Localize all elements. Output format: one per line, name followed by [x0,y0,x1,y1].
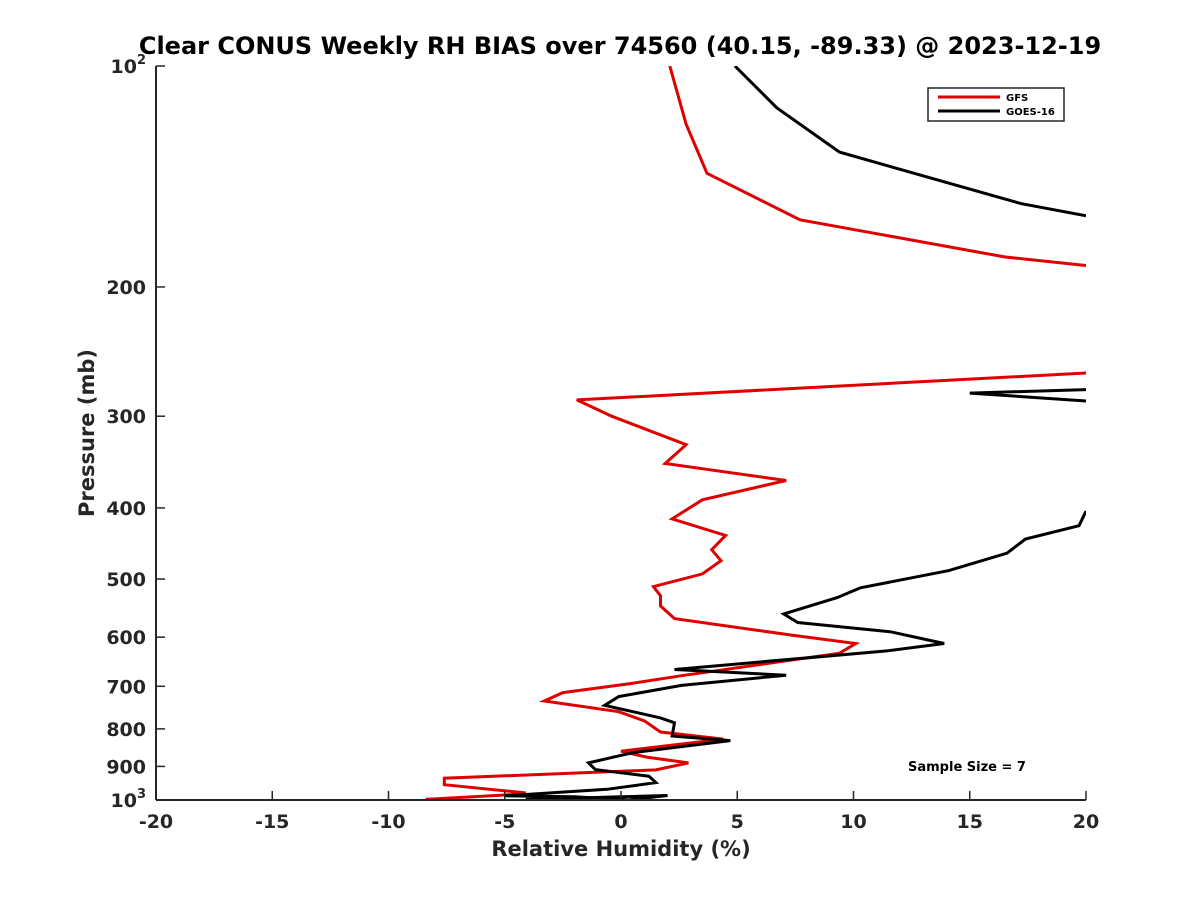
x-tick-label: 10 [840,811,866,833]
x-tick-label: -10 [371,811,405,833]
y-tick-label: 600 [106,627,146,649]
legend: GFS GOES-16 [927,87,1065,122]
y-tick-base: 500 [106,569,146,591]
y-tick-base: 800 [106,719,146,741]
y-tick-base: 700 [106,676,146,698]
axes [155,66,1086,801]
legend-label-gfs: GFS [1006,93,1028,104]
x-tick-label: -5 [494,811,515,833]
y-tick-base: 600 [106,627,146,649]
series-line-goes16 [504,66,1086,800]
y-axis-label: Pressure (mb) [75,349,99,517]
y-tick-label: 900 [106,756,146,778]
y-tick-base: 400 [106,498,146,520]
x-tick-label: 5 [731,811,744,833]
y-tick-base: 200 [106,277,146,299]
y-tick-label: 500 [106,569,146,591]
y-tick-label: 103 [111,787,147,812]
y-tick-exponent: 2 [137,53,146,68]
x-tick-label: 0 [614,811,627,833]
legend-label-goes16: GOES-16 [1006,107,1055,118]
series-layer [425,66,1086,800]
y-tick-label: 400 [106,498,146,520]
y-tick-exponent: 3 [137,787,146,802]
y-tick-base: 300 [106,406,146,428]
x-tick-label: 20 [1073,811,1099,833]
y-tick-label: 200 [106,277,146,299]
y-tick-label: 700 [106,676,146,698]
legend-box [927,87,1065,122]
sample-size-annotation: Sample Size = 7 [908,760,1026,775]
x-tick-label: -20 [139,811,173,833]
y-tick-label: 300 [106,406,146,428]
y-tick-base: 10 [111,790,137,812]
y-tick-base: 900 [106,756,146,778]
x-tick-label: 15 [957,811,983,833]
chart-title: Clear CONUS Weekly RH BIAS over 74560 (4… [139,32,1101,60]
y-tick-base: 10 [111,56,137,78]
x-ticks: -20 -15 -10 -5 0 5 10 15 20 [139,791,1099,833]
x-axis-label: Relative Humidity (%) [491,837,750,861]
y-tick-label: 800 [106,719,146,741]
y-tick-label: 102 [111,53,147,78]
x-tick-label: -15 [255,811,289,833]
series-line-gfs [425,66,1086,800]
